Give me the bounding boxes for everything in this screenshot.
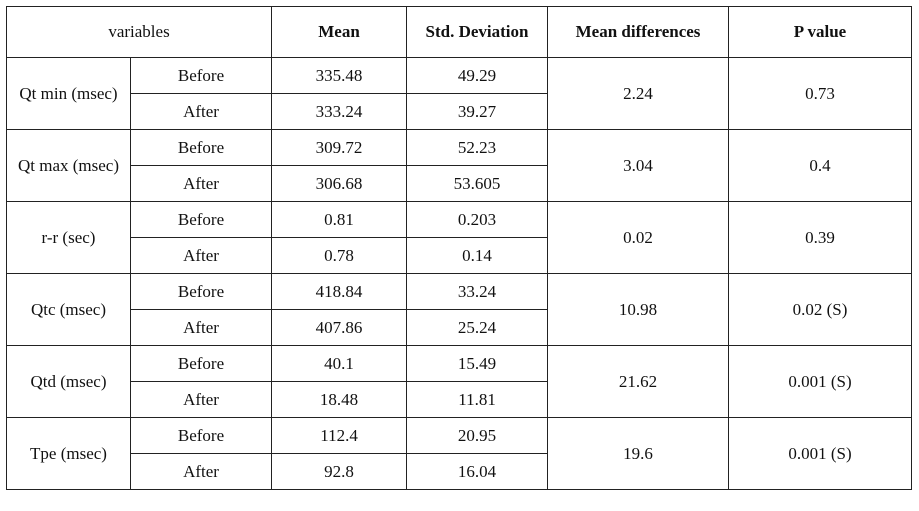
- p-value: 0.001 (S): [728, 345, 913, 418]
- after-std: 39.27: [406, 93, 549, 130]
- after-mean: 407.86: [271, 309, 408, 346]
- table-row: Qt min (msec) Before 335.48 49.29 2.24 0…: [6, 57, 913, 130]
- before-label: Before: [129, 345, 273, 382]
- table-row: After 407.86 25.24: [7, 309, 912, 346]
- before-label: Before: [129, 129, 273, 166]
- table-row: After 306.68 53.605: [7, 165, 912, 202]
- after-std: 0.14: [406, 237, 549, 274]
- after-label: After: [129, 453, 273, 490]
- before-mean: 418.84: [271, 273, 408, 310]
- before-label: Before: [129, 201, 273, 238]
- before-mean: 112.4: [271, 417, 408, 454]
- table-row: After 0.78 0.14: [7, 237, 912, 274]
- p-value: 0.4: [728, 129, 913, 202]
- mean-difference: 21.62: [547, 345, 730, 418]
- header-mean: Mean: [271, 6, 408, 58]
- before-mean: 40.1: [271, 345, 408, 382]
- table-row: Tpe (msec) Before 112.4 20.95 19.6 0.001…: [6, 417, 913, 490]
- table-row: Qtd (msec) Before 40.1 15.49 21.62 0.001…: [6, 345, 913, 418]
- mean-difference: 0.02: [547, 201, 730, 274]
- after-std: 16.04: [406, 453, 549, 490]
- variable-name: Qtd (msec): [6, 345, 131, 418]
- after-label: After: [129, 165, 273, 202]
- variable-name: Qt max (msec): [6, 129, 131, 202]
- header-mean-differences: Mean differences: [547, 6, 730, 58]
- after-std: 11.81: [406, 381, 549, 418]
- before-std: 20.95: [406, 417, 549, 454]
- before-std: 15.49: [406, 345, 549, 382]
- after-label: After: [129, 237, 273, 274]
- before-mean: 309.72: [271, 129, 408, 166]
- mean-difference: 19.6: [547, 417, 730, 490]
- p-value: 0.73: [728, 57, 913, 130]
- mean-difference: 10.98: [547, 273, 730, 346]
- p-value: 0.001 (S): [728, 417, 913, 490]
- mean-difference: 3.04: [547, 129, 730, 202]
- before-label: Before: [129, 57, 273, 94]
- table-row: After 18.48 11.81: [7, 381, 912, 418]
- before-label: Before: [129, 273, 273, 310]
- table-row: Qt max (msec) Before 309.72 52.23 3.04 0…: [6, 129, 913, 202]
- variable-name: Qtc (msec): [6, 273, 131, 346]
- before-mean: 0.81: [271, 201, 408, 238]
- table-row: After 92.8 16.04: [7, 453, 912, 490]
- before-std: 0.203: [406, 201, 549, 238]
- after-label: After: [129, 309, 273, 346]
- after-label: After: [129, 381, 273, 418]
- header-std-deviation: Std. Deviation: [406, 6, 549, 58]
- before-label: Before: [129, 417, 273, 454]
- after-mean: 18.48: [271, 381, 408, 418]
- after-std: 53.605: [406, 165, 549, 202]
- after-std: 25.24: [406, 309, 549, 346]
- table-row: After 333.24 39.27: [7, 93, 912, 130]
- before-std: 52.23: [406, 129, 549, 166]
- variable-name: r-r (sec): [6, 201, 131, 274]
- header-variables: variables: [5, 6, 273, 58]
- after-label: After: [129, 93, 273, 130]
- variable-name: Qt min (msec): [6, 57, 131, 130]
- after-mean: 333.24: [271, 93, 408, 130]
- table-row: r-r (sec) Before 0.81 0.203 0.02 0.39: [6, 201, 913, 274]
- after-mean: 92.8: [271, 453, 408, 490]
- p-value: 0.02 (S): [728, 273, 913, 346]
- before-mean: 335.48: [271, 57, 408, 94]
- mean-difference: 2.24: [547, 57, 730, 130]
- variable-name: Tpe (msec): [6, 417, 131, 490]
- statistics-table: variables Mean Std. Deviation Mean diffe…: [5, 6, 913, 490]
- after-mean: 306.68: [271, 165, 408, 202]
- header-p-value: P value: [728, 6, 913, 58]
- header-row: variables Mean Std. Deviation Mean diffe…: [5, 6, 913, 58]
- p-value: 0.39: [728, 201, 913, 274]
- after-mean: 0.78: [271, 237, 408, 274]
- before-std: 33.24: [406, 273, 549, 310]
- table-row: Qtc (msec) Before 418.84 33.24 10.98 0.0…: [6, 273, 913, 346]
- before-std: 49.29: [406, 57, 549, 94]
